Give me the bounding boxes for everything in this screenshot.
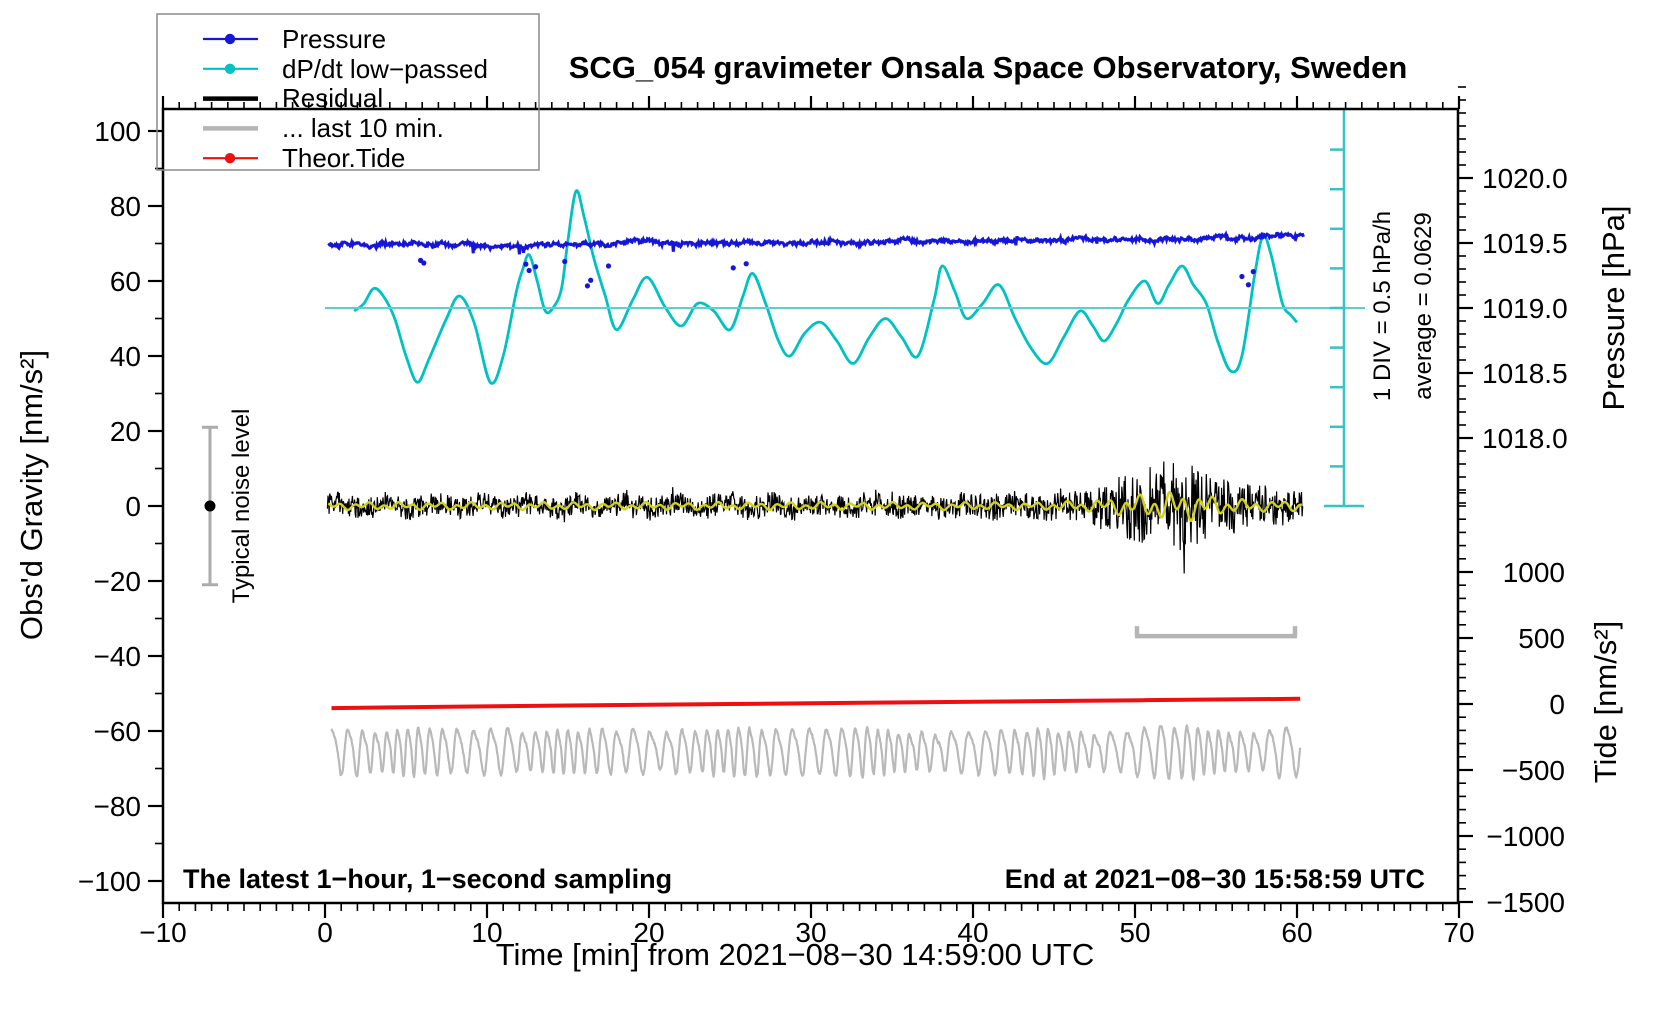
- pressure-outlier-dot: [523, 261, 529, 267]
- pressure-axis-title: Pressure [hPa]: [1596, 205, 1631, 410]
- axis-tick-labels-layer: −10 0 10 20 30 40 50 60 70−100−80−60−40−20020406…: [78, 116, 1568, 948]
- gravity-tick-label: 100: [94, 116, 141, 147]
- tide-tick-label: 500: [1518, 623, 1565, 654]
- last10-residual-series: [330, 724, 1302, 781]
- tide-tick-label: −500: [1502, 755, 1565, 786]
- pressure-tick-label: 1019.5: [1482, 228, 1568, 259]
- pressure-outlier-dot: [533, 264, 539, 270]
- overlay-layer: [201, 109, 1366, 639]
- tide-tick-label: 1000: [1503, 557, 1565, 588]
- x-tick-label: 50: [1119, 917, 1150, 948]
- gravity-tick-label: −100: [78, 866, 141, 897]
- x-tick-label: 20: [633, 917, 664, 948]
- residual-lowpass-series: [327, 490, 1303, 523]
- div-scale-label: 1 DIV = 0.5 hPa/h: [1369, 211, 1396, 401]
- x-tick-label: 70: [1443, 917, 1474, 948]
- x-tick-label: 0: [317, 917, 333, 948]
- pressure-outlier-dot: [605, 263, 612, 269]
- pressure-outlier-dot: [562, 258, 568, 265]
- legend-marker-dot: [224, 63, 236, 74]
- legend-label-theortide: Theor.Tide: [282, 143, 405, 173]
- gravity-tick-label: −80: [94, 791, 142, 822]
- legend-label-dpdt: dP/dt low−passed: [282, 54, 488, 84]
- sampling-note: The latest 1−hour, 1−second sampling: [183, 864, 672, 894]
- legend-label-residual: Residual: [282, 83, 383, 113]
- dpdt-lowpassed-series: [353, 189, 1299, 385]
- pressure-outlier-dot: [1245, 282, 1251, 288]
- x-axis-title: Time [min] from 2021−08−30 14:59:00 UTC: [496, 937, 1095, 972]
- x-tick-label: −10: [139, 917, 187, 948]
- series-layer: [326, 189, 1305, 781]
- gravity-tick-label: 60: [110, 266, 141, 297]
- x-tick-label: 30: [795, 917, 826, 948]
- x-tick-label: 60: [1281, 917, 1312, 948]
- gravity-tick-label: 40: [110, 341, 141, 372]
- gravity-tick-label: 80: [110, 191, 141, 222]
- average-label: average = 0.0629: [1410, 212, 1437, 400]
- legend-marker-dot: [224, 153, 236, 164]
- gravity-tick-label: 20: [110, 416, 141, 447]
- tide-tick-label: −1500: [1486, 887, 1565, 918]
- pressure-outlier-dot: [588, 277, 594, 283]
- pressure-outlier-dot: [1250, 269, 1256, 275]
- x-tick-label: 40: [957, 917, 988, 948]
- pressure-series: [327, 230, 1305, 255]
- chart-title: SCG_054 gravimeter Onsala Space Observat…: [569, 50, 1408, 85]
- legend-label-pressure: Pressure: [282, 24, 386, 54]
- legend-markers: [203, 33, 258, 164]
- noise-error-bar-dot: [204, 500, 216, 512]
- gravity-tick-label: −40: [94, 641, 142, 672]
- gravity-tick-label: 0: [125, 491, 141, 522]
- legend: Pressure dP/dt low−passed Residual ... l…: [156, 13, 540, 173]
- pressure-outlier-dot: [584, 283, 591, 289]
- pressure-tick-label: 1018.0: [1482, 423, 1568, 454]
- gravity-tick-label: −20: [94, 566, 142, 597]
- pressure-outlier-dot: [743, 261, 749, 267]
- tide-tick-label: 0: [1549, 689, 1565, 720]
- gravity-axis-title: Obs'd Gravity [nm/s²]: [14, 350, 49, 640]
- legend-marker-dot: [224, 33, 236, 45]
- typical-noise-label: Typical noise level: [228, 409, 255, 604]
- pressure-outlier-dot: [1239, 273, 1245, 280]
- pressure-outlier-dot: [730, 265, 736, 271]
- legend-label-last10: ... last 10 min.: [282, 113, 444, 143]
- pressure-tick-label: 1020.0: [1482, 163, 1568, 194]
- legend-box: [156, 13, 540, 171]
- theoretical-tide-series: [331, 696, 1301, 711]
- pressure-tick-label: 1018.5: [1482, 358, 1568, 389]
- x-tick-label: 10: [471, 917, 502, 948]
- gravity-tick-label: −60: [94, 716, 142, 747]
- axis-ticks-layer: [148, 86, 1473, 918]
- residual-series: [326, 461, 1304, 574]
- end-time-note: End at 2021−08−30 15:58:59 UTC: [1005, 864, 1425, 894]
- pressure-tick-label: 1019.0: [1482, 293, 1568, 324]
- pressure-outlier-dot: [526, 267, 532, 274]
- pressure-outlier-dot: [421, 260, 427, 266]
- tide-tick-label: −1000: [1486, 821, 1565, 852]
- tide-axis-title: Tide [nm/s²]: [1588, 621, 1623, 784]
